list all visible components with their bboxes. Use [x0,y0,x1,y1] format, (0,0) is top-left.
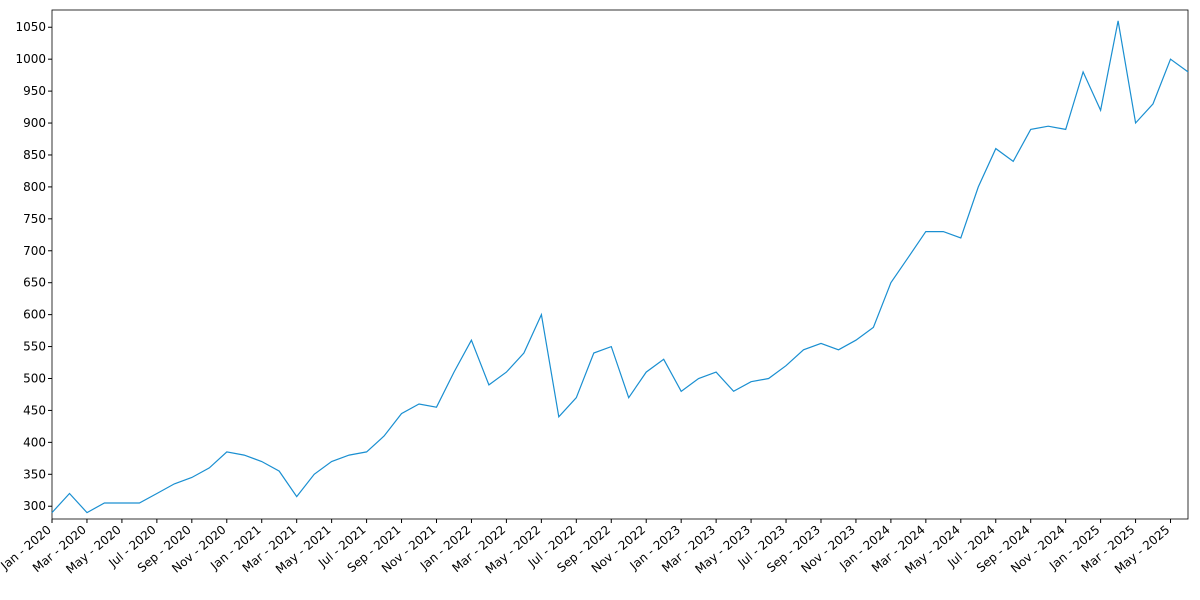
y-tick-label: 550 [23,340,46,354]
y-tick-label: 750 [23,212,46,226]
plot-frame [51,9,1189,520]
y-tick-label: 300 [23,499,46,513]
y-tick-label: 400 [23,435,46,449]
y-tick-label: 500 [23,371,46,385]
y-tick-label: 700 [23,244,46,258]
y-tick-label: 850 [23,148,46,162]
y-tick-label: 900 [23,116,46,130]
y-tick-label: 350 [23,467,46,481]
y-tick-label: 650 [23,276,46,290]
y-tick-label: 600 [23,308,46,322]
y-tick-label: 450 [23,403,46,417]
y-tick-label: 950 [23,84,46,98]
y-tick-label: 800 [23,180,46,194]
y-tick-label: 1000 [15,52,46,66]
line-series [51,20,1189,514]
y-tick-label: 1050 [15,20,46,34]
